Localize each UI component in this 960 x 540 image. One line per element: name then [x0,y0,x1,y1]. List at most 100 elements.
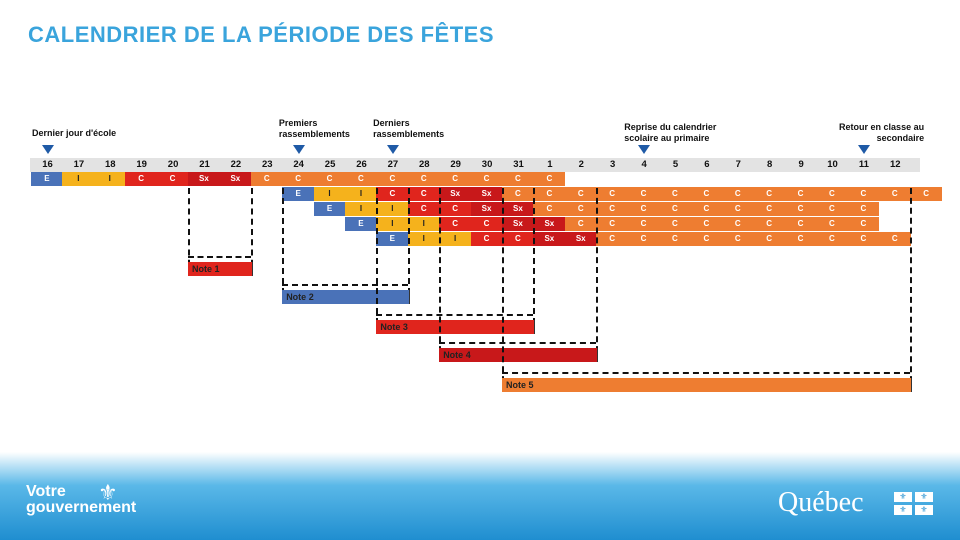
note-bar: Note 1 [188,262,253,276]
note-bracket-top [502,372,911,374]
schedule-cell: Sx [502,217,534,231]
schedule-cell: E [313,202,346,216]
schedule-cell: I [345,187,377,201]
schedule-cell: C [282,172,315,186]
day-label-29: 29 [450,159,461,170]
annotation-label: Dernier jour d'école [32,128,117,138]
quebec-flag-icon: ⚜ ⚜ ⚜ ⚜ [894,492,934,516]
schedule-cell: C [659,202,691,216]
note-bracket-line [910,188,913,392]
schedule-cell: Sx [533,217,566,231]
schedule-cell: C [847,202,880,216]
annotation-label: Reprise du calendrier scolaire au primai… [624,122,717,143]
note-bracket-line [596,188,599,362]
schedule-cell: Sx [470,187,503,201]
day-label-30: 30 [481,159,493,170]
schedule-cell: E [345,217,377,231]
day-label-23: 23 [262,159,273,170]
day-label-27: 27 [387,159,399,170]
schedule-cell: C [721,232,754,246]
day-label-2: 2 [578,159,584,170]
schedule-cell: C [690,217,723,231]
schedule-cell: C [816,232,848,246]
schedule-cell: C [784,202,817,216]
note-bracket-line [250,188,253,276]
day-label-21: 21 [199,159,210,170]
day-label-7: 7 [735,159,741,170]
schedule-cell: I [407,232,440,246]
schedule-cell: I [62,172,95,186]
note-bar: Note 2 [282,290,410,304]
schedule-cell: C [721,187,754,201]
schedule-cell: C [596,217,629,231]
schedule-cell: I [376,202,409,216]
marker-triangle-icon [638,145,651,154]
day-label-11: 11 [858,159,869,170]
schedule-cell: C [439,202,472,216]
note-bracket-line [407,188,410,304]
day-label-20: 20 [167,159,179,170]
schedule-cell: I [93,172,126,186]
schedule-cell: C [753,217,786,231]
schedule-cell: C [878,187,911,201]
schedule-cell: C [753,202,786,216]
marker-triangle-icon [387,145,400,154]
schedule-cell: C [659,217,691,231]
schedule-cell: C [721,217,754,231]
schedule-cell: Sx [502,202,534,216]
schedule-cell: C [439,217,472,231]
note-bracket-line [502,188,504,392]
schedule-cell: C [470,217,503,231]
day-label-22: 22 [230,159,242,170]
note-bar: Note 3 [376,320,536,334]
schedule-cell: C [816,217,848,231]
schedule-cell: C [533,202,566,216]
day-label-25: 25 [324,159,336,170]
schedule-cell: C [816,187,848,201]
logo-votre-text: Votre [26,483,66,500]
day-axis [30,158,920,172]
day-label-9: 9 [798,159,804,170]
note-bracket-line [376,188,379,334]
note-bracket-top [188,256,251,258]
note-bar: Note 5 [502,378,913,392]
schedule-cell: C [659,187,691,201]
schedule-cell: C [156,172,189,186]
annotation-label: Retour en classe au secondaire [839,122,925,143]
schedule-cell: E [376,232,409,246]
note-bracket-top [376,314,534,316]
schedule-cell: Sx [439,187,472,201]
schedule-cell: C [596,232,629,246]
day-label-5: 5 [672,159,679,170]
schedule-cell: C [847,187,880,201]
schedule-cell: C [407,202,440,216]
note-bracket-line [533,188,536,334]
schedule-cell: C [502,172,534,186]
schedule-cell: Sx [470,202,503,216]
day-label-16: 16 [42,159,53,170]
schedule-cell: C [784,187,817,201]
schedule-cell: C [533,172,566,186]
schedule-cell: C [627,187,660,201]
schedule-cell: E [31,172,63,186]
schedule-cell: C [753,187,786,201]
quebec-wordmark: Québec [778,487,864,518]
day-label-1: 1 [547,159,553,170]
schedule-cell: C [690,187,723,201]
schedule-cell: C [784,232,817,246]
schedule-cell: I [407,217,440,231]
schedule-cell: E [282,187,315,201]
day-label-18: 18 [105,159,116,170]
schedule-cell: C [596,187,629,201]
schedule-cell: C [627,202,660,216]
day-label-3: 3 [610,159,616,170]
schedule-cell: Sx [219,172,252,186]
schedule-cell: C [816,202,848,216]
day-label-12: 12 [890,159,901,170]
schedule-cell: C [533,187,566,201]
schedule-cell: C [721,202,754,216]
schedule-cell: C [627,232,660,246]
day-label-28: 28 [419,159,430,170]
schedule-cell: C [470,172,503,186]
